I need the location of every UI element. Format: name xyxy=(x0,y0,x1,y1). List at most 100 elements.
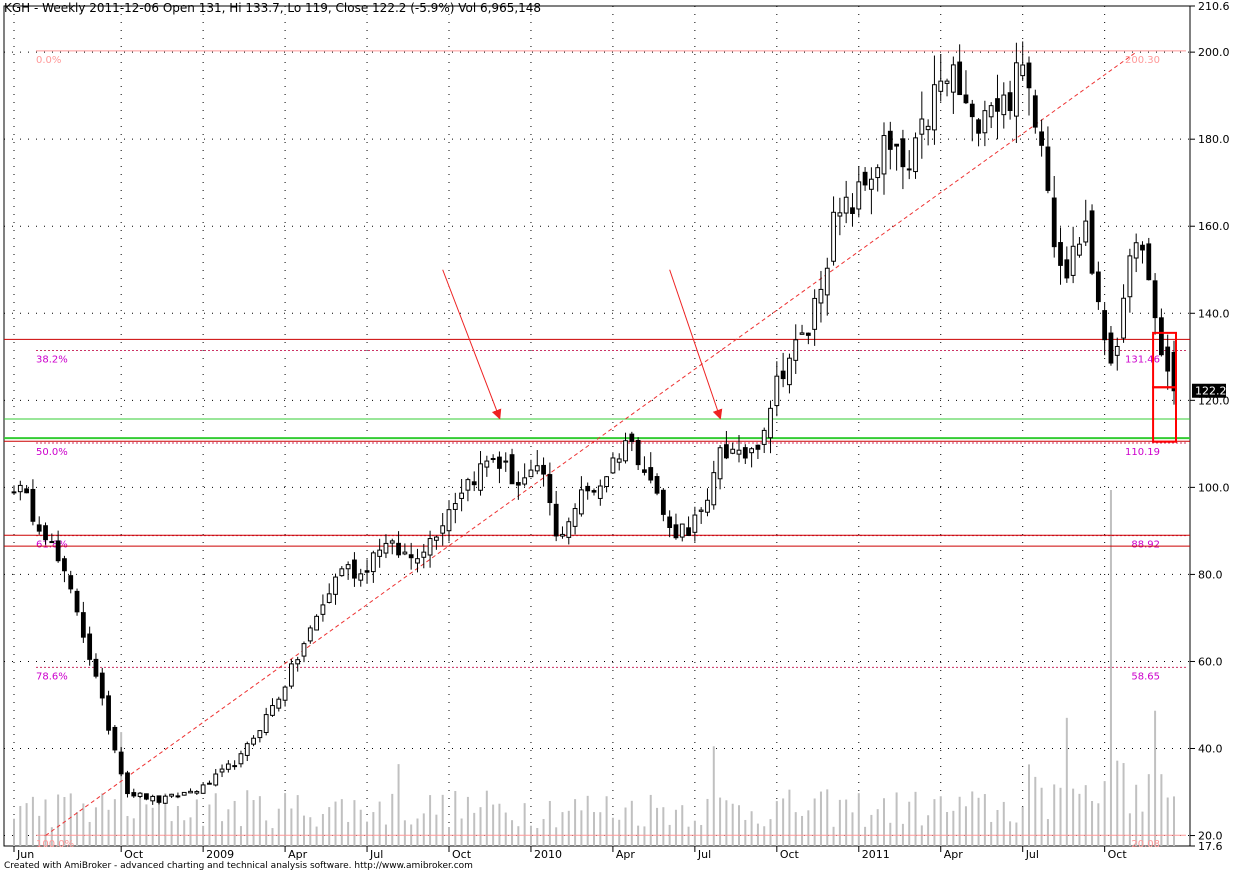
volume-bar xyxy=(693,820,696,846)
candle-down xyxy=(642,469,647,473)
candle-up xyxy=(402,551,408,555)
volume-bar xyxy=(946,811,949,846)
candle-down xyxy=(906,168,912,171)
candle-down xyxy=(1039,131,1045,146)
volume-bar xyxy=(1059,787,1062,846)
y-tick-label: 80.0 xyxy=(1198,568,1223,581)
volume-bar xyxy=(807,810,810,846)
candle-down xyxy=(1032,95,1038,128)
volume-bar xyxy=(618,819,621,846)
candle-up xyxy=(812,297,818,330)
candle-down xyxy=(541,464,546,475)
candle-down xyxy=(118,751,124,775)
plot-frame xyxy=(3,5,1191,847)
volume-bar xyxy=(139,792,142,846)
y-tick-label: 100.0 xyxy=(1198,481,1230,494)
volume-bar xyxy=(927,815,930,846)
candle-up xyxy=(150,795,156,802)
volume-bar xyxy=(1002,801,1005,846)
candle-up xyxy=(787,357,792,386)
y-tick-label: 210.6 xyxy=(1198,0,1230,13)
volume-bar xyxy=(1109,490,1112,846)
candle-down xyxy=(106,695,111,731)
candle-down xyxy=(207,782,212,785)
candle-up xyxy=(389,540,395,544)
candle-up xyxy=(370,552,376,573)
candle-down xyxy=(1089,210,1095,274)
candle-down xyxy=(99,672,105,699)
volume-bar xyxy=(542,818,545,846)
candle-down xyxy=(352,559,357,579)
annotation-arrow xyxy=(669,269,723,420)
volume-bar xyxy=(630,800,633,846)
volume-bar xyxy=(284,793,287,846)
volume-bar xyxy=(769,819,772,846)
candle-up xyxy=(610,457,616,474)
y-tick-label: 17.6 xyxy=(1198,840,1223,853)
candle-down xyxy=(887,130,893,150)
candle-down xyxy=(591,490,597,493)
volume-bar xyxy=(69,793,72,846)
volume-bar xyxy=(580,810,583,846)
volume-bar xyxy=(158,800,160,846)
candle-down xyxy=(1007,92,1013,112)
volume-bar xyxy=(637,825,640,846)
volume-bar xyxy=(258,796,261,846)
volume-bar xyxy=(1128,813,1131,846)
volume-bar xyxy=(50,827,53,846)
volume-bar xyxy=(1015,822,1018,846)
fib-right-label: 200.30 xyxy=(1125,55,1160,66)
volume-bar xyxy=(1173,796,1175,846)
candle-up xyxy=(503,460,509,463)
candle-up xyxy=(944,80,950,84)
candle-up xyxy=(251,737,256,745)
fib-left-label: 100.0% xyxy=(36,839,74,850)
volume-bar xyxy=(164,793,167,846)
volume-bar xyxy=(265,820,268,846)
candle-down xyxy=(673,524,679,539)
volume-bar xyxy=(151,807,154,846)
candle-down xyxy=(1140,244,1145,251)
candle-down xyxy=(1159,317,1164,356)
candle-up xyxy=(49,541,55,544)
volume-bar xyxy=(126,816,129,846)
fib-left-label: 50.0% xyxy=(36,447,68,458)
candle-down xyxy=(232,765,238,768)
y-tick-label: 160.0 xyxy=(1198,220,1230,233)
candle-up xyxy=(1114,345,1120,356)
volume-bar xyxy=(176,805,179,846)
candle-up xyxy=(137,792,143,797)
last-price-label: 122.2 xyxy=(1195,385,1227,398)
candle-up xyxy=(869,178,874,190)
fibonacci-levels: 0.0% 200.30 38.2% 131.46 50.0% 110.19 61.8% 88.… xyxy=(36,50,1186,850)
y-tick-label: 60.0 xyxy=(1198,655,1223,668)
candle-up xyxy=(534,465,540,472)
volume-bar xyxy=(1021,806,1024,846)
candle-down xyxy=(742,447,748,459)
volume-bar xyxy=(366,821,369,846)
candle-up xyxy=(566,521,572,538)
trendline xyxy=(45,51,1137,836)
volume-bar xyxy=(397,764,400,846)
fib-left-label: 78.6% xyxy=(36,671,68,682)
volume-bar xyxy=(1053,784,1056,846)
candle-down xyxy=(80,612,86,638)
candle-up xyxy=(427,538,433,556)
volume-bar xyxy=(233,800,236,846)
volume-bar xyxy=(309,817,312,846)
volume-bar xyxy=(1166,797,1169,846)
fib-right-label: 20.08 xyxy=(1131,839,1160,850)
candle-up xyxy=(736,449,742,455)
candle-down xyxy=(364,570,370,573)
candle-up xyxy=(1121,297,1126,339)
volume-bar xyxy=(687,826,690,846)
volume-bar xyxy=(347,821,350,846)
axes: 210.6200.0180.0160.0140.0120.0100.080.06… xyxy=(13,0,1230,861)
volume-bar xyxy=(88,821,91,846)
volume-bar xyxy=(851,812,854,846)
volume-bar xyxy=(1154,710,1157,846)
candle-up xyxy=(345,564,351,570)
volume-bar xyxy=(832,826,835,846)
candle-down xyxy=(862,171,868,186)
